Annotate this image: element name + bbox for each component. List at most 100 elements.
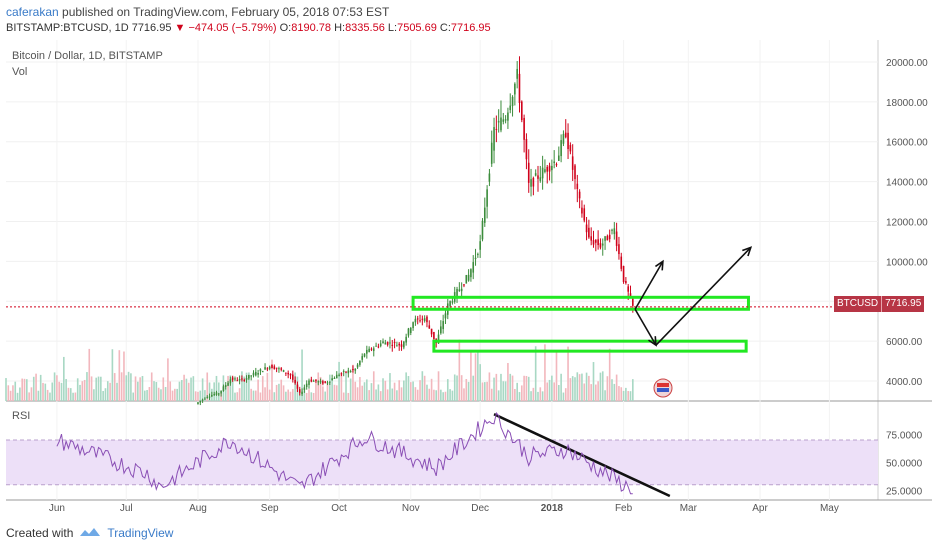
candle-body [483,207,486,223]
volume-bar [409,382,412,401]
volume-bar [153,381,155,401]
volume-bar [109,382,111,401]
volume-bar [236,392,239,401]
volume-bar [382,378,384,401]
volume-bar [231,376,234,401]
volume-bar [324,391,327,401]
candle-body [539,177,542,181]
volume-bar [386,389,389,401]
volume-bar [553,382,555,401]
volume-bar [227,375,229,401]
volume-bar [243,376,246,401]
candle-body [442,321,444,330]
candle-body [495,128,498,130]
candle-body [403,341,405,348]
candle-body [502,119,505,122]
volume-bar [592,362,595,401]
volume-bar [162,377,165,401]
volume-bar [555,350,558,401]
candle-body [285,372,287,374]
arrow-up-long [655,246,752,346]
candle-body [604,236,606,241]
volume-bar [32,376,35,401]
rsi-axis: 25.0000 50.0000 75.0000 [886,430,923,497]
candle-body [342,371,345,373]
candle-body [553,161,555,164]
volume-bar [620,387,623,401]
candle-body [474,257,477,260]
candle-body [338,374,340,376]
support-zone-box [411,295,750,311]
volume-bar [37,390,40,401]
candle-body [537,175,539,179]
volume-bar [567,346,569,401]
candle-body [423,318,426,322]
volume-bar [171,390,174,401]
price-chart[interactable]: 4000.006000.008000.0010000.0012000.00140… [0,40,932,540]
volume-bar [430,378,433,401]
volume-bar [560,373,562,401]
volume-bar [493,377,495,401]
support-zones [411,295,750,353]
candle-body [312,380,315,382]
volume-bar [539,387,542,401]
candle-body [611,229,613,231]
volume-bar [557,384,560,401]
candle-body [534,173,537,176]
volume-bar [204,390,206,401]
volume-bar [229,375,232,401]
price-axis: 4000.006000.008000.0010000.0012000.00140… [886,58,928,388]
volume-bar [190,377,192,401]
candle-body [333,377,336,379]
volume-bar [527,376,530,401]
volume-bar [74,392,77,401]
volume-bar [581,373,583,401]
volume-bar [345,372,347,401]
volume-label: Vol [12,66,28,78]
volume-bar [488,372,491,401]
volume-bar [312,392,315,401]
volume-bar [294,372,296,401]
volume-bar [604,390,606,401]
price-tick-label: 16000.00 [886,138,928,149]
volume-bar [42,382,44,401]
volume-bar [141,375,144,401]
volume-bar [19,387,21,401]
volume-bar [366,379,368,401]
candle-body [197,402,199,405]
volume-bar [146,390,148,401]
volume-bar [504,381,507,401]
rsi-series [56,412,633,495]
volume-bar [241,371,243,401]
volume-bar [435,390,438,401]
volume-bar [264,387,266,401]
candle-body [426,316,428,323]
candle-body [292,374,294,380]
tradingview-link[interactable]: TradingView [107,526,174,540]
price-tick-label: 18000.00 [886,98,928,109]
volume-bar [215,375,218,401]
candle-body [520,101,523,121]
volume-bar [578,374,581,401]
flag-icon[interactable] [653,378,673,398]
volume-bar [490,388,493,401]
candle-body [234,378,236,380]
time-tick-label: Sep [261,503,279,514]
candle-body [548,165,551,172]
candle-body [421,318,424,320]
candle-body [525,139,528,160]
volume-bar [280,379,283,401]
author-link[interactable]: caferakan [6,5,59,19]
candle-body [497,120,500,123]
open-value: 8190.78 [291,22,331,34]
volume-bar [629,391,632,401]
volume-bar [509,373,512,401]
volume-bar [398,380,401,401]
candle-body [504,119,507,121]
candle-body [428,325,431,329]
candle-body [571,156,574,170]
volume-bar [23,378,26,401]
volume-bar [486,381,488,401]
candle-body [352,368,354,370]
footer: Created with TradingView [6,526,173,540]
